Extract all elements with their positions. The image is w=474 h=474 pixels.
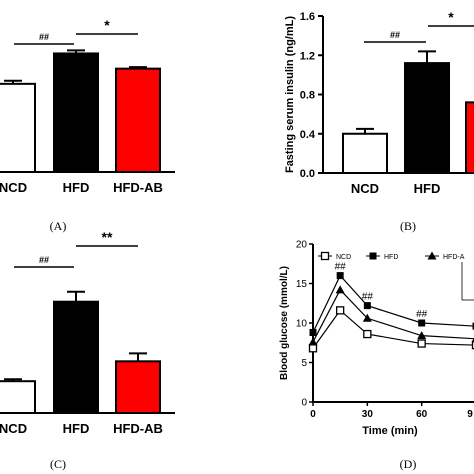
point xyxy=(427,251,437,260)
point xyxy=(335,285,345,294)
chart-a: NCD HFD HFD-AB ## * xyxy=(0,17,175,195)
series-line-hfd-a xyxy=(312,288,474,343)
x-tick-label: HFD-AB xyxy=(113,180,163,195)
significance-mark: ## xyxy=(39,32,49,42)
bar-hfd-ab xyxy=(115,67,161,173)
legend-label: NCD xyxy=(336,254,351,261)
point xyxy=(363,302,371,310)
x-tick-label: HFD-AB xyxy=(113,421,163,436)
series-line-hfd xyxy=(312,274,474,333)
y-tick-label: 10 xyxy=(296,319,308,330)
x-tick-label: 9 xyxy=(467,409,473,420)
point xyxy=(418,319,426,327)
y-tick-label: 1.6 xyxy=(300,11,315,23)
panel-label-b: (B) xyxy=(400,219,416,233)
bar-hfd xyxy=(404,62,450,174)
point xyxy=(308,344,318,353)
point xyxy=(369,252,377,260)
y-tick-label: 5 xyxy=(301,358,307,369)
bar-ncd xyxy=(342,132,388,174)
bar-ncd xyxy=(0,380,36,415)
legend-label: HFD xyxy=(384,254,398,261)
point xyxy=(471,337,474,343)
x-tick-label: NCD xyxy=(0,421,27,436)
point xyxy=(417,339,426,348)
point xyxy=(336,272,344,280)
point xyxy=(362,313,372,322)
x-tick-label: 30 xyxy=(362,409,374,420)
x-tick-label: NCD xyxy=(351,181,379,196)
point xyxy=(363,329,372,339)
x-tick-label: HFD xyxy=(63,180,90,195)
y-axis-label: Blood glucose (mmol/L) xyxy=(279,266,290,380)
significance-mark: ## xyxy=(416,309,428,320)
point xyxy=(320,251,330,261)
y-tick-label: 0 xyxy=(301,398,307,409)
chart-d: 0 5 10 15 20 0 30 60 9 Time (min) Blood glucose (m… xyxy=(279,240,474,437)
chart-c: NCD HFD HFD-AB ## ** xyxy=(0,229,175,436)
point xyxy=(309,328,317,336)
bar-hfd xyxy=(53,52,99,173)
significance-mark: ## xyxy=(390,30,400,40)
significance-mark: ## xyxy=(335,262,347,273)
legend-label: HFD-A xyxy=(443,254,465,261)
chart-b: 0.00.40.81.21.6NCDHFDHF##*Fasting serum … xyxy=(284,9,474,196)
point xyxy=(336,306,345,315)
bar-hfd-ab xyxy=(115,360,161,415)
panel-label-d: (D) xyxy=(400,457,417,471)
x-tick-label: HFD xyxy=(63,421,90,436)
significance-mark: ## xyxy=(362,292,374,303)
bar-hf xyxy=(465,101,474,174)
x-tick-label: HFD xyxy=(414,181,441,196)
y-tick-label: 0.8 xyxy=(300,90,315,102)
point xyxy=(417,331,427,340)
significance-mark: ## xyxy=(39,255,49,265)
y-tick-label: 20 xyxy=(296,240,308,251)
bar-hfd xyxy=(53,300,99,415)
y-tick-label: 0.0 xyxy=(300,168,315,180)
x-tick-label: NCD xyxy=(0,180,27,195)
series-line-ncd xyxy=(312,309,474,349)
x-tick-label: 60 xyxy=(416,409,428,420)
point xyxy=(471,340,474,350)
y-axis-label: Fasting serum insulin (ng/mL) xyxy=(284,16,296,173)
y-tick-label: 15 xyxy=(296,279,308,290)
y-tick-label: 1.2 xyxy=(300,50,315,62)
significance-mark: * xyxy=(104,17,110,33)
panel-label-a: (A) xyxy=(50,219,67,233)
panel-label-c: (C) xyxy=(50,457,66,471)
bar-ncd xyxy=(0,82,36,173)
significance-mark: * xyxy=(448,9,454,25)
x-axis-label: Time (min) xyxy=(362,425,418,437)
y-tick-label: 0.4 xyxy=(300,129,316,141)
significance-mark: ** xyxy=(102,229,113,245)
point xyxy=(472,322,474,330)
x-tick-label: 0 xyxy=(310,409,316,420)
point xyxy=(308,337,318,346)
